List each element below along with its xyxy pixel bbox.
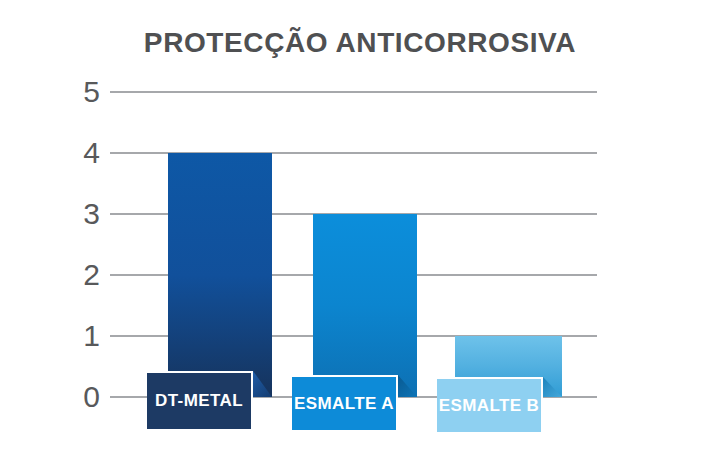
category-label-dt-metal: DT-METAL [155,391,243,411]
plot-area: 5 4 3 2 1 0 DT-METAL ESMALTE A ESMALTE B [0,0,720,470]
category-label-esmalte-b: ESMALTE B [439,396,540,416]
category-plate-esmalte-a: ESMALTE A [292,375,398,430]
bar-dt-metal [168,153,272,397]
y-axis-tick-label-1: 1 [40,317,100,355]
y-axis-tick-label-2: 2 [40,256,100,294]
category-plate-esmalte-b: ESMALTE B [437,377,543,432]
category-plate-dt-metal: DT-METAL [147,371,253,429]
bar-esmalte-a [313,214,417,397]
y-axis-tick-label-0: 0 [40,378,100,416]
gridline-5 [110,91,597,93]
category-label-esmalte-a: ESMALTE A [294,394,394,414]
y-axis-tick-label-4: 4 [40,134,100,172]
bar-chart-canvas: PROTECÇÃO ANTICORROSIVA 543210DT-METALES… [0,0,720,470]
y-axis-tick-label-3: 3 [40,195,100,233]
y-axis-tick-label-5: 5 [40,73,100,111]
